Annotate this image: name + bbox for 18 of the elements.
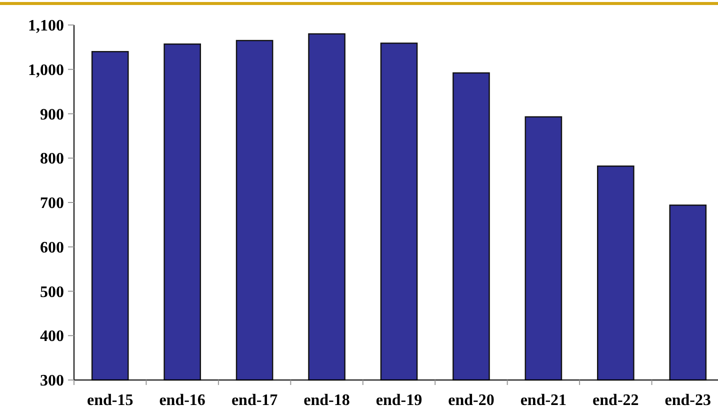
y-tick-label: 600 <box>40 239 64 256</box>
y-tick-label: 800 <box>40 150 64 168</box>
x-tick-label: end-23 <box>664 392 712 409</box>
x-tick-label: end-16 <box>159 392 206 409</box>
y-tick-label: 500 <box>40 284 64 301</box>
y-tick-label: 400 <box>40 328 64 346</box>
x-tick-label: end-15 <box>86 392 134 409</box>
x-tick-label: end-19 <box>376 392 422 409</box>
x-tick-label: end-22 <box>592 392 639 409</box>
x-tick-label: end-18 <box>304 392 350 409</box>
y-tick-label: 700 <box>40 195 64 212</box>
x-tick-label: end-17 <box>231 392 278 409</box>
x-tick-label: end-21 <box>520 392 567 409</box>
y-tick-label: 300 <box>40 372 64 390</box>
y-tick-label: 1,100 <box>28 18 64 35</box>
x-tick-label: end-20 <box>448 392 494 409</box>
y-tick-label: 900 <box>40 106 64 124</box>
y-tick-label: 1,000 <box>28 62 64 79</box>
